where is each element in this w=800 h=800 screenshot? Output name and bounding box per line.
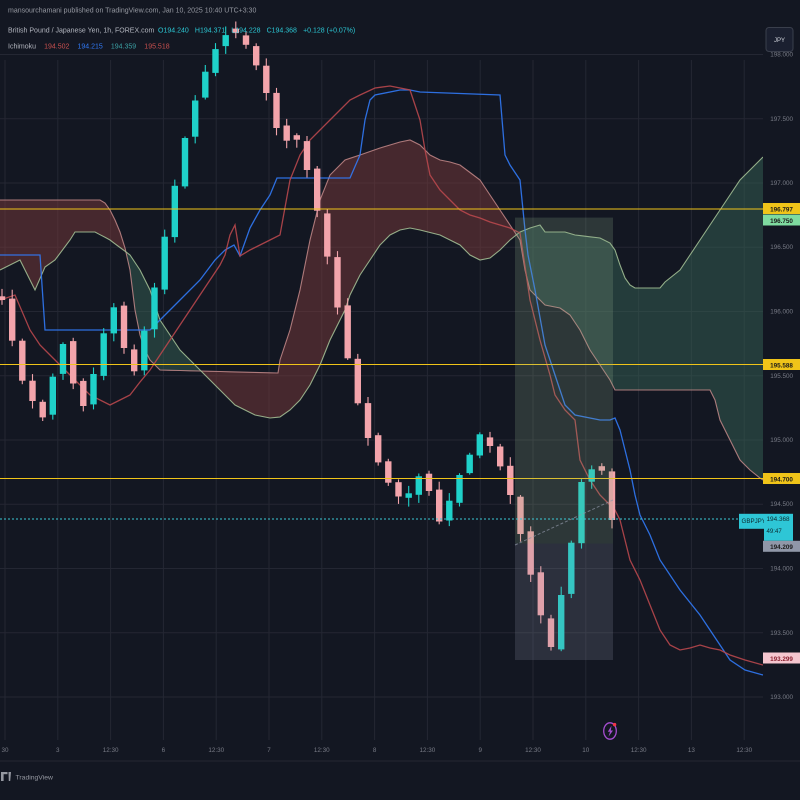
- svg-text:197.000: 197.000: [770, 180, 793, 187]
- svg-text:12:30: 12:30: [525, 747, 541, 754]
- svg-text:GBPJPY: GBPJPY: [742, 518, 766, 525]
- svg-text:195.000: 195.000: [770, 437, 793, 444]
- svg-text:12:30: 12:30: [103, 747, 119, 754]
- svg-text:194.502: 194.502: [44, 44, 69, 51]
- svg-text:L194.228: L194.228: [231, 28, 260, 35]
- svg-text:193.299: 193.299: [770, 656, 793, 663]
- svg-text:194.215: 194.215: [78, 44, 103, 51]
- svg-text:12:30: 12:30: [631, 747, 647, 754]
- svg-text:196.500: 196.500: [770, 244, 793, 251]
- svg-text:194.359: 194.359: [111, 44, 136, 51]
- svg-text:196.000: 196.000: [770, 309, 793, 316]
- svg-text:194.209: 194.209: [770, 544, 793, 551]
- svg-text:TradingView: TradingView: [16, 775, 53, 782]
- svg-text:194.700: 194.700: [770, 476, 793, 483]
- svg-text:193.500: 193.500: [770, 630, 793, 637]
- svg-text:196.750: 196.750: [770, 218, 793, 225]
- svg-text:194.500: 194.500: [770, 501, 793, 508]
- svg-text:6: 6: [162, 747, 166, 754]
- svg-text:10: 10: [582, 747, 590, 754]
- svg-text:194.000: 194.000: [770, 566, 793, 573]
- svg-text:9: 9: [478, 747, 482, 754]
- svg-text:49:47: 49:47: [767, 528, 783, 535]
- svg-text:mansourchamani published on Tr: mansourchamani published on TradingView.…: [8, 8, 256, 15]
- svg-text:Ichimoku: Ichimoku: [8, 44, 36, 51]
- svg-text:12:30: 12:30: [736, 747, 752, 754]
- svg-text:JPY: JPY: [774, 38, 785, 44]
- svg-text:C194.368: C194.368: [267, 28, 297, 35]
- svg-text:H194.371: H194.371: [195, 28, 225, 35]
- svg-text:195.588: 195.588: [770, 362, 793, 369]
- svg-text:30: 30: [1, 747, 9, 754]
- svg-text:13: 13: [688, 747, 696, 754]
- svg-text:194.368: 194.368: [767, 516, 791, 523]
- svg-text:195.500: 195.500: [770, 373, 793, 380]
- svg-text:O194.240: O194.240: [158, 28, 189, 35]
- svg-text:198.000: 198.000: [770, 52, 793, 59]
- svg-text:197.500: 197.500: [770, 116, 793, 123]
- svg-text:+0.128 (+0.07%): +0.128 (+0.07%): [303, 28, 355, 35]
- svg-text:195.518: 195.518: [144, 44, 169, 51]
- svg-text:12:30: 12:30: [314, 747, 330, 754]
- svg-text:7: 7: [267, 747, 271, 754]
- svg-text:196.797: 196.797: [770, 206, 793, 213]
- svg-text:193.000: 193.000: [770, 694, 793, 701]
- svg-text:8: 8: [373, 747, 377, 754]
- svg-text:12:30: 12:30: [420, 747, 436, 754]
- svg-text:12:30: 12:30: [208, 747, 224, 754]
- svg-text:British Pound / Japanese Yen,: British Pound / Japanese Yen, 1h, FOREX.…: [8, 28, 154, 35]
- svg-text:3: 3: [56, 747, 60, 754]
